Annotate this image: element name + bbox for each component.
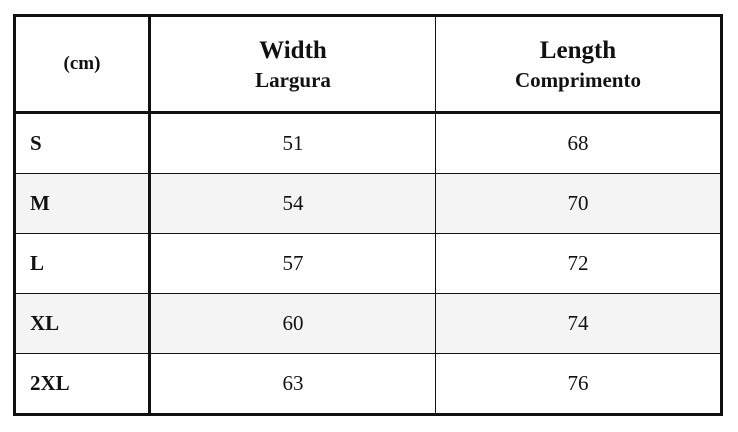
table-row: XL 60 74 bbox=[14, 293, 722, 354]
measure-cell: 68 bbox=[435, 112, 722, 174]
unit-cell: (cm) bbox=[14, 15, 151, 114]
column-title: Width bbox=[259, 37, 327, 64]
table-row: 2XL 63 76 bbox=[14, 353, 722, 415]
table-row: L 57 72 bbox=[14, 233, 722, 294]
size-cell: M bbox=[14, 173, 151, 234]
size-cell: L bbox=[14, 233, 151, 294]
measure-cell: 57 bbox=[149, 233, 436, 294]
measure-cell: 72 bbox=[435, 233, 722, 294]
measure-cell: 63 bbox=[149, 353, 436, 415]
size-cell: XL bbox=[14, 293, 151, 354]
size-cell: 2XL bbox=[14, 353, 151, 415]
measure-cell: 60 bbox=[149, 293, 436, 354]
measure-cell: 76 bbox=[435, 353, 722, 415]
header-row: (cm) Width Largura Length Comprimento bbox=[14, 15, 722, 114]
measure-cell: 51 bbox=[149, 112, 436, 174]
column-subtitle: Comprimento bbox=[515, 68, 641, 92]
measure-cell: 70 bbox=[435, 173, 722, 234]
table-row: S 51 68 bbox=[14, 112, 722, 174]
column-subtitle: Largura bbox=[255, 68, 331, 92]
size-cell: S bbox=[14, 112, 151, 174]
measure-cell: 74 bbox=[435, 293, 722, 354]
measure-cell: 54 bbox=[149, 173, 436, 234]
column-title: Length bbox=[539, 37, 617, 64]
table-row: M 54 70 bbox=[14, 173, 722, 234]
table-header: (cm) Width Largura Length Comprimento bbox=[14, 15, 722, 114]
header-cell: Width Largura bbox=[149, 15, 436, 114]
table-body: S 51 68 M 54 70 L 57 72 XL 60 74 2XL 63 76 bbox=[14, 112, 722, 415]
header-cell: Length Comprimento bbox=[435, 15, 722, 114]
